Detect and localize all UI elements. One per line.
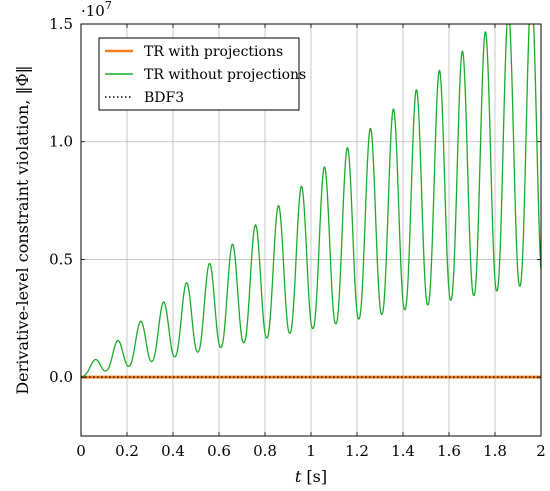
- x-tick-label: 0.2: [115, 442, 139, 460]
- y-tick-label: 1.5: [49, 15, 73, 33]
- x-tick-label: 1.8: [483, 442, 507, 460]
- series-layer: [81, 24, 541, 379]
- x-tick-label: 2: [536, 442, 546, 460]
- y-multiplier-exponent: 7: [105, 0, 112, 12]
- ticks: 0 0.2 0.4 0.6 0.8 1 1.2 1.4 1.6 1.8 2 0.0 0.5 1.0 1.5: [49, 15, 546, 460]
- x-axis-variable: t: [295, 467, 302, 486]
- x-tick-label: 1.2: [345, 442, 369, 460]
- x-tick-label: 1.4: [391, 442, 415, 460]
- series-tr-without-projections: [81, 24, 541, 378]
- legend-label-tr-without-projections: TR without projections: [144, 67, 306, 83]
- x-tick-label: 0.4: [161, 442, 185, 460]
- legend: TR with projections TR without projectio…: [98, 37, 306, 111]
- y-tick-label: 1.0: [49, 133, 73, 151]
- legend-label-bdf3: BDF3: [144, 90, 184, 106]
- y-tick-label: 0.0: [49, 368, 73, 386]
- x-tick-label: 0.6: [207, 442, 231, 460]
- x-tick-label: 0: [76, 442, 86, 460]
- x-tick-label: 1.6: [437, 442, 461, 460]
- legend-label-tr-with-projections: TR with projections: [144, 44, 283, 60]
- x-tick-label: 1: [306, 442, 316, 460]
- x-axis-unit: [s]: [306, 467, 327, 486]
- y-axis-label: Derivative-level constraint violation, ‖…: [13, 65, 32, 394]
- x-axis-label: t [s]: [295, 467, 327, 486]
- y-tick-label: 0.5: [49, 250, 73, 268]
- x-tick-label: 0.8: [253, 442, 277, 460]
- y-multiplier: ·107: [81, 0, 112, 20]
